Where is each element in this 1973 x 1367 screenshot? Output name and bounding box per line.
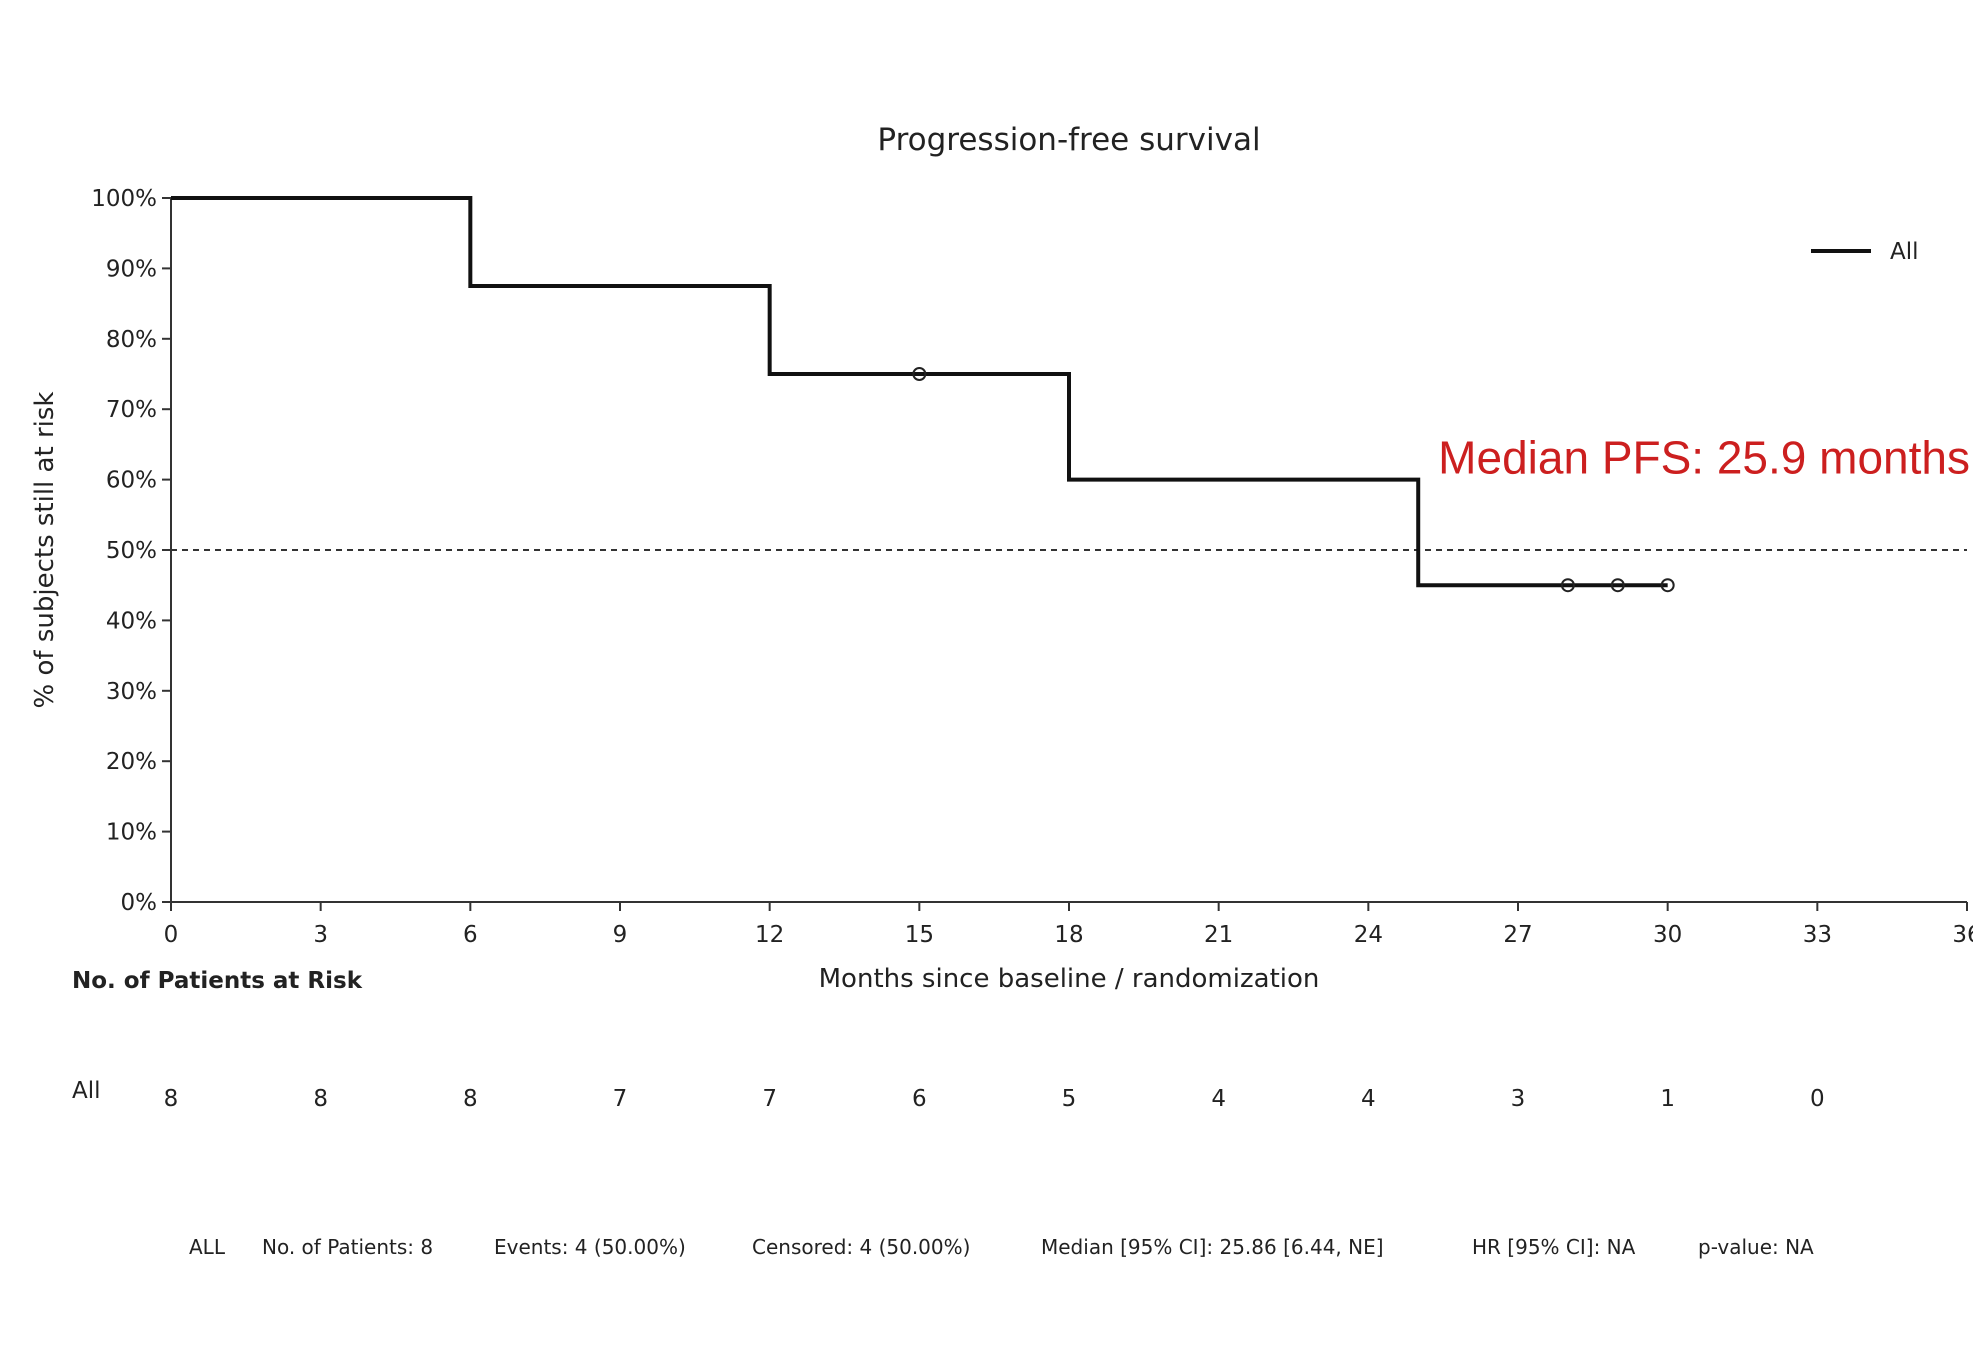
summary-stat: p-value: NA [1698,1235,1814,1259]
x-tick-label: 3 [313,922,328,948]
y-tick-label: 0% [121,890,158,916]
summary-stat: HR [95% CI]: NA [1472,1235,1636,1259]
y-tick-label: 10% [106,820,157,846]
y-tick-label: 80% [106,327,157,353]
x-tick-label: 15 [905,922,934,948]
x-tick-label: 27 [1503,922,1532,948]
y-tick-label: 50% [106,538,157,564]
risk-table-row-label: All [72,1078,101,1104]
y-axis-title: % of subjects still at risk [30,392,60,709]
x-tick-label: 12 [755,922,784,948]
risk-table-value: 8 [463,1086,478,1112]
summary-stat: Median [95% CI]: 25.86 [6.44, NE] [1041,1235,1384,1259]
y-tick-label: 70% [106,397,157,423]
x-tick-label: 33 [1803,922,1832,948]
legend: All [1811,239,1919,265]
summary-stats-line: ALL No. of Patients: 8 Events: 4 (50.00%) C… [189,1235,1814,1259]
x-tick-label: 36 [1952,922,1973,948]
censor-marker [1660,578,1675,593]
summary-stat: No. of Patients: 8 [262,1235,433,1259]
risk-table-value: 6 [912,1086,927,1112]
summary-stat: Censored: 4 (50.00%) [752,1235,970,1259]
x-tick-label: 30 [1653,922,1682,948]
censor-marker [1560,578,1575,593]
risk-table-value: 5 [1062,1086,1077,1112]
series-line-all [171,196,1668,588]
summary-stat: Events: 4 (50.00%) [494,1235,686,1259]
x-tick-label: 0 [164,922,179,948]
risk-table-value: 0 [1810,1086,1825,1112]
risk-table-header: No. of Patients at Risk [72,968,363,994]
censor-marker [1610,578,1625,593]
risk-table-value: 7 [762,1086,777,1112]
chart-title: Progression-free survival [877,122,1260,158]
y-tick-label: 60% [106,468,157,494]
censor-marker [912,367,927,381]
y-axis-ticks: 0% 10% 20% 30% 40% 50% 60% 70% 80% 90% 100% [91,186,171,916]
risk-table-value: 3 [1511,1086,1526,1112]
summary-stat: ALL [189,1235,226,1259]
x-tick-label: 18 [1054,922,1083,948]
risk-table-value: 4 [1211,1086,1226,1112]
x-tick-label: 21 [1204,922,1233,948]
x-tick-label: 24 [1354,922,1383,948]
risk-table-value: 4 [1361,1086,1376,1112]
x-tick-label: 9 [613,922,628,948]
x-tick-label: 6 [463,922,478,948]
series-layer [171,196,1668,588]
risk-table-value: 8 [164,1086,179,1112]
risk-table-value: 1 [1660,1086,1675,1112]
y-tick-label: 100% [91,186,157,212]
x-axis-ticks: 0369121518212427303336 [164,902,1973,948]
x-axis-title: Months since baseline / randomization [819,964,1320,994]
risk-table-value: 8 [313,1086,328,1112]
risk-table-values: 8 8 8 7 7 6 5 4 4 3 1 0 [164,1086,1825,1112]
y-tick-label: 40% [106,608,157,634]
risk-table-value: 7 [613,1086,628,1112]
y-tick-label: 20% [106,749,157,775]
median-pfs-annotation: Median PFS: 25.9 months [1438,432,1970,484]
censor-markers [912,367,1675,593]
y-tick-label: 30% [106,679,157,705]
legend-label: All [1890,239,1919,265]
y-tick-label: 90% [106,256,157,282]
